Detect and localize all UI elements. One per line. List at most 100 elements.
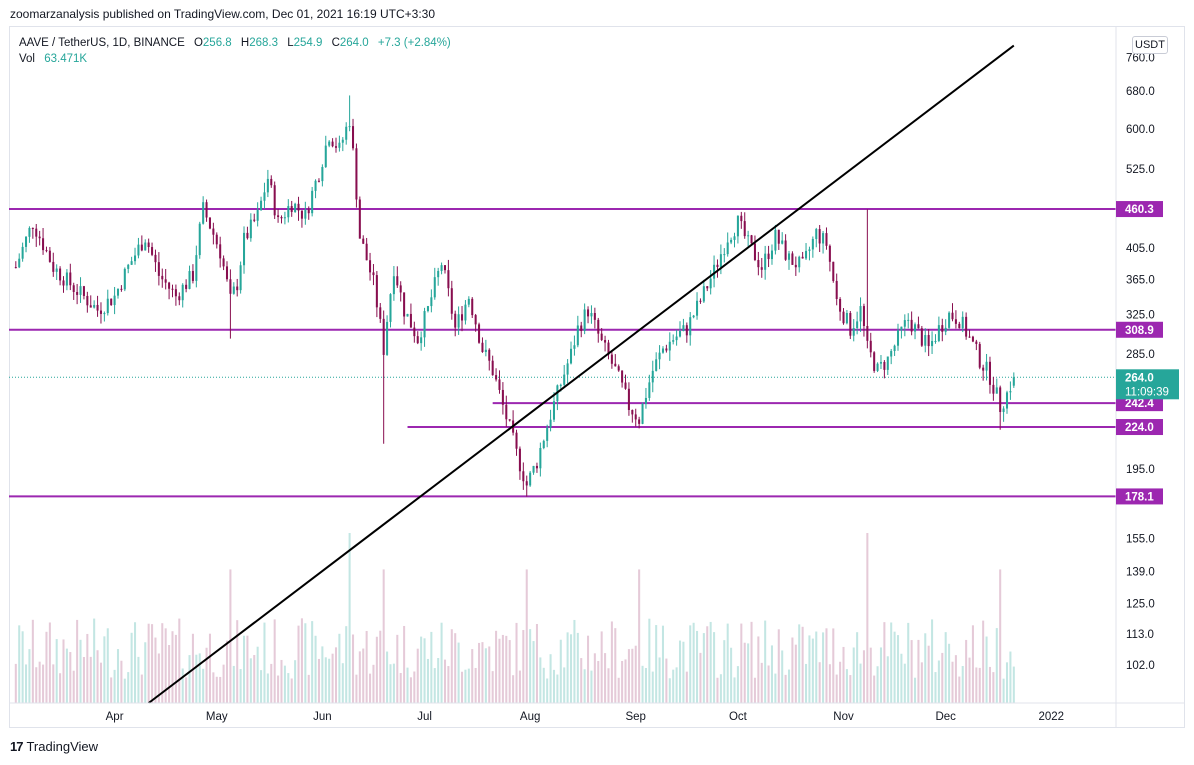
candle-body[interactable] <box>699 300 702 302</box>
candle-body[interactable] <box>116 288 120 296</box>
candle-body[interactable] <box>753 243 756 260</box>
candle-body[interactable] <box>195 255 198 281</box>
candle-body[interactable] <box>951 312 954 320</box>
candle-body[interactable] <box>508 419 511 421</box>
candle-body[interactable] <box>624 382 627 389</box>
candle-body[interactable] <box>35 228 38 237</box>
candle-body[interactable] <box>253 219 256 221</box>
candle-body[interactable] <box>471 298 474 316</box>
candle-body[interactable] <box>52 261 55 272</box>
candle-body[interactable] <box>501 389 504 405</box>
candle-body[interactable] <box>903 320 906 327</box>
candle-body[interactable] <box>529 472 532 486</box>
candle-body[interactable] <box>999 387 1002 412</box>
candle-body[interactable] <box>205 202 208 218</box>
candle-body[interactable] <box>805 250 808 259</box>
candle-body[interactable] <box>774 229 777 251</box>
candle-body[interactable] <box>25 236 28 247</box>
candle-body[interactable] <box>856 321 859 328</box>
candle-body[interactable] <box>249 219 252 239</box>
candle-body[interactable] <box>174 289 177 297</box>
candle-body[interactable] <box>294 203 297 212</box>
candle-body[interactable] <box>709 278 712 289</box>
candle-body[interactable] <box>883 361 886 370</box>
candle-body[interactable] <box>835 280 838 300</box>
candle-body[interactable] <box>62 280 65 286</box>
candle-body[interactable] <box>665 348 668 351</box>
candle-body[interactable] <box>842 311 845 324</box>
candle-body[interactable] <box>784 240 787 260</box>
candle-body[interactable] <box>324 145 327 168</box>
candle-body[interactable] <box>917 324 920 329</box>
candle-body[interactable] <box>236 286 239 291</box>
candle-body[interactable] <box>767 253 770 260</box>
candle-body[interactable] <box>920 328 923 346</box>
candle-body[interactable] <box>985 361 988 371</box>
candle-body[interactable] <box>593 313 596 320</box>
candle-body[interactable] <box>311 190 314 214</box>
candle-body[interactable] <box>93 304 96 308</box>
candle-body[interactable] <box>495 375 498 380</box>
candle-body[interactable] <box>965 316 968 337</box>
candle-body[interactable] <box>815 229 818 239</box>
candle-body[interactable] <box>460 314 464 321</box>
candle-body[interactable] <box>69 272 72 286</box>
candle-body[interactable] <box>1005 392 1009 409</box>
candle-body[interactable] <box>648 382 651 398</box>
candle-body[interactable] <box>420 337 423 344</box>
candle-body[interactable] <box>491 360 494 376</box>
candle-body[interactable] <box>583 309 586 332</box>
candle-body[interactable] <box>120 288 123 290</box>
candle-body[interactable] <box>1002 408 1005 412</box>
candle-body[interactable] <box>375 275 378 308</box>
candle-body[interactable] <box>781 240 784 244</box>
candle-body[interactable] <box>825 233 828 246</box>
candle-body[interactable] <box>716 264 719 268</box>
candle-body[interactable] <box>464 304 467 321</box>
candle-body[interactable] <box>144 242 147 251</box>
candle-body[interactable] <box>859 306 862 322</box>
candle-body[interactable] <box>76 291 79 295</box>
candle-body[interactable] <box>822 233 825 244</box>
candle-body[interactable] <box>910 319 913 332</box>
candle-body[interactable] <box>604 340 607 343</box>
candle-body[interactable] <box>273 185 276 216</box>
candle-body[interactable] <box>430 297 433 307</box>
candle-body[interactable] <box>202 202 205 224</box>
candle-body[interactable] <box>147 242 150 248</box>
candle-body[interactable] <box>263 192 266 201</box>
candle-body[interactable] <box>607 342 610 355</box>
candle-body[interactable] <box>924 335 927 346</box>
candle-body[interactable] <box>706 286 709 289</box>
candle-body[interactable] <box>740 215 743 222</box>
candle-body[interactable] <box>260 200 263 211</box>
candle-body[interactable] <box>42 238 45 251</box>
candle-body[interactable] <box>157 262 160 276</box>
candle-body[interactable] <box>21 246 24 259</box>
candle-body[interactable] <box>181 284 184 301</box>
candle-body[interactable] <box>386 321 389 355</box>
candle-body[interactable] <box>862 306 865 326</box>
candle-body[interactable] <box>256 210 259 221</box>
candle-body[interactable] <box>280 217 283 219</box>
candle-body[interactable] <box>79 286 82 295</box>
candle-body[interactable] <box>600 333 603 341</box>
candle-body[interactable] <box>726 242 729 255</box>
candle-body[interactable] <box>413 327 416 337</box>
candle-body[interactable] <box>791 253 794 265</box>
candle-body[interactable] <box>321 167 324 182</box>
candle-body[interactable] <box>961 316 964 329</box>
candle-body[interactable] <box>569 348 573 364</box>
candle-body[interactable] <box>876 363 879 371</box>
candle-body[interactable] <box>719 254 722 268</box>
candle-body[interactable] <box>215 234 218 245</box>
candle-body[interactable] <box>45 250 48 252</box>
candle-body[interactable] <box>692 315 695 318</box>
candle-body[interactable] <box>317 180 320 182</box>
candle-body[interactable] <box>154 254 157 263</box>
candle-body[interactable] <box>423 311 426 338</box>
candle-body[interactable] <box>757 259 760 268</box>
candle-body[interactable] <box>416 336 419 344</box>
candle-body[interactable] <box>682 325 685 332</box>
candle-body[interactable] <box>546 427 549 441</box>
